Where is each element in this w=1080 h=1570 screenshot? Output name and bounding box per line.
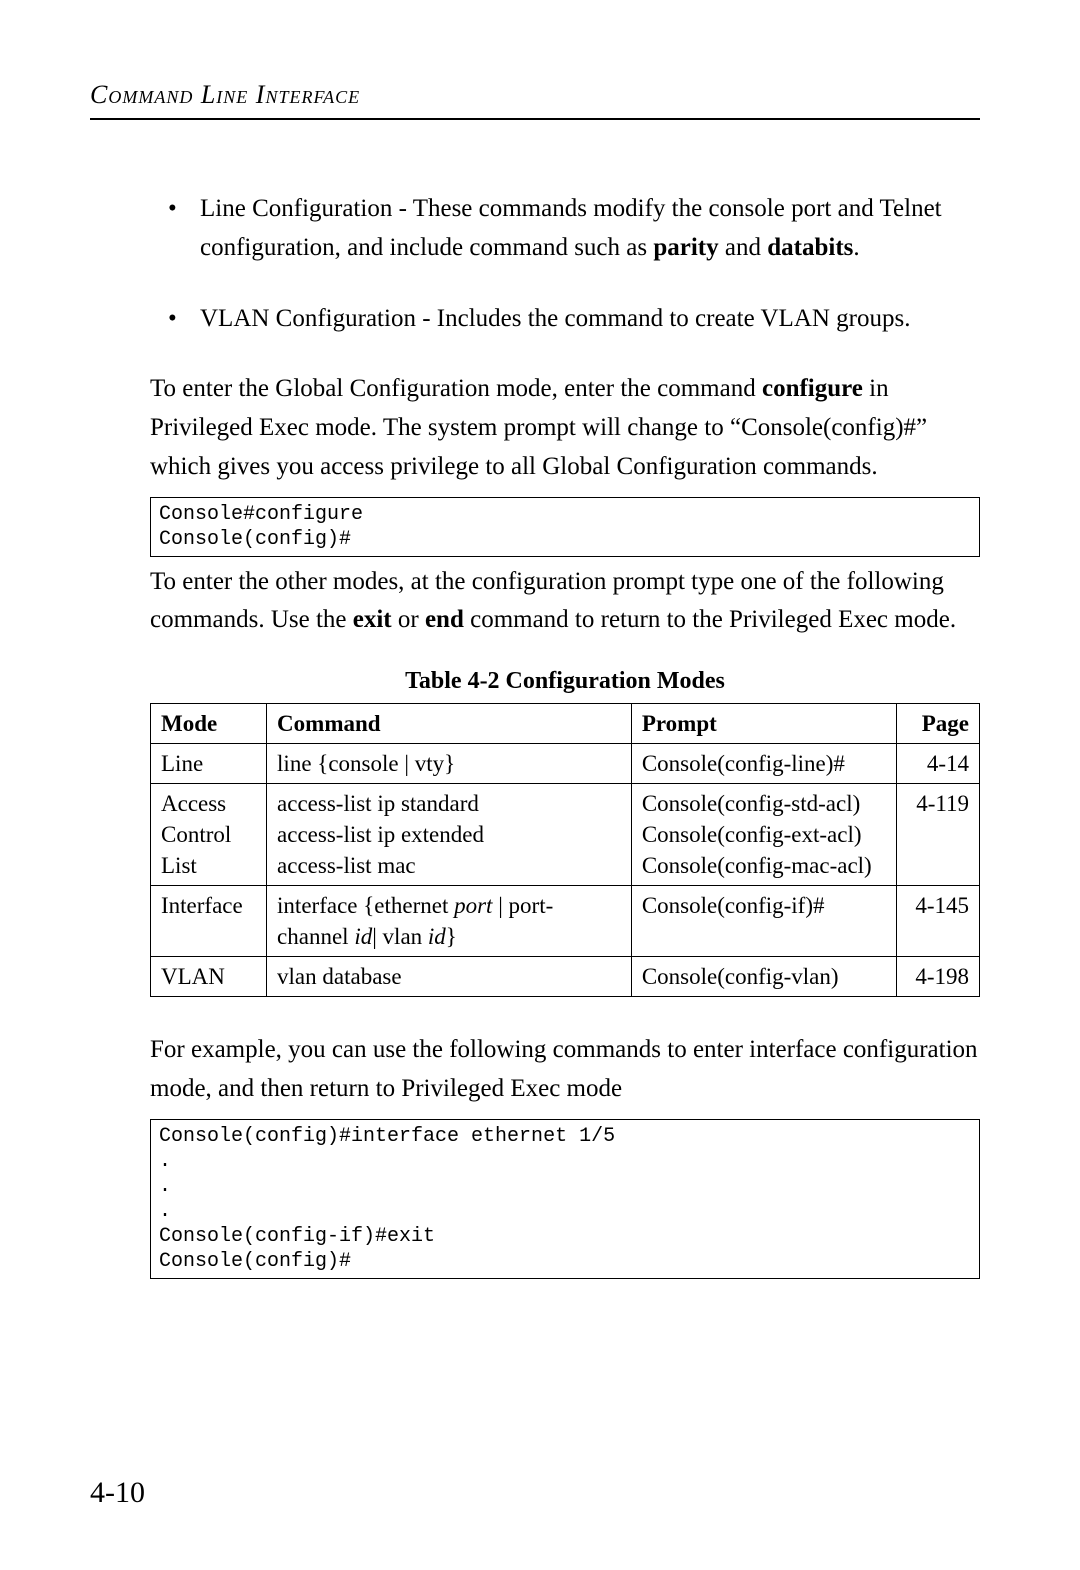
bullet-text: - Includes the command to create VLAN gr… <box>416 305 911 332</box>
bullet-label: VLAN Configuration <box>200 305 416 332</box>
th-command: Command <box>267 704 632 744</box>
config-modes-table: Mode Command Prompt Page Line line {cons… <box>150 703 980 997</box>
cmd-italic: port <box>454 893 492 918</box>
cell-command: vlan database <box>267 957 632 997</box>
cell-command: access-list ip standardaccess-list ip ex… <box>267 784 632 886</box>
bullet-label: Line Configuration <box>200 195 392 222</box>
th-page: Page <box>897 704 980 744</box>
table-caption: Table 4-2 Configuration Modes <box>150 668 980 695</box>
cell-prompt: Console(config-std-acl)Console(config-ex… <box>631 784 896 886</box>
para-bold: end <box>425 606 464 633</box>
th-mode: Mode <box>151 704 267 744</box>
cmd-part: | vlan <box>372 924 428 949</box>
cmd-part: interface {ethernet <box>277 893 454 918</box>
para-text: To enter the Global Configuration mode, … <box>150 375 762 402</box>
cmd-part: } <box>446 924 457 949</box>
table-row: Access Control List access-list ip stand… <box>151 784 980 886</box>
cell-command: interface {ethernet port | port-channel … <box>267 886 632 957</box>
table-row: Line line {console | vty} Console(config… <box>151 744 980 784</box>
page-header: Command Line Interface <box>90 80 980 120</box>
cell-page: 4-145 <box>897 886 980 957</box>
table-header-row: Mode Command Prompt Page <box>151 704 980 744</box>
para-bold: configure <box>762 375 863 402</box>
para-text: or <box>392 606 425 633</box>
cmd-italic: id <box>354 924 372 949</box>
bullet-item-line-config: Line Configuration - These commands modi… <box>150 190 980 268</box>
bullet-list: Line Configuration - These commands modi… <box>150 190 980 338</box>
cell-mode: Line <box>151 744 267 784</box>
para-bold: exit <box>353 606 392 633</box>
para-text: command to return to the Privileged Exec… <box>464 606 956 633</box>
table-row: Interface interface {ethernet port | por… <box>151 886 980 957</box>
table-row: VLAN vlan database Console(config-vlan) … <box>151 957 980 997</box>
paragraph-example: For example, you can use the following c… <box>150 1031 980 1109</box>
cell-prompt: Console(config-vlan) <box>631 957 896 997</box>
bullet-mid: and <box>719 234 768 261</box>
code-block-configure: Console#configure Console(config)# <box>150 497 980 557</box>
paragraph-other-modes: To enter the other modes, at the configu… <box>150 563 980 641</box>
cell-prompt: Console(config-if)# <box>631 886 896 957</box>
cell-mode: VLAN <box>151 957 267 997</box>
cell-mode: Access Control List <box>151 784 267 886</box>
code-block-interface: Console(config)#interface ethernet 1/5 .… <box>150 1119 980 1279</box>
main-content: Line Configuration - These commands modi… <box>150 190 980 1279</box>
bullet-bold: parity <box>653 234 718 261</box>
paragraph-enter-global: To enter the Global Configuration mode, … <box>150 370 980 486</box>
cell-prompt: Console(config-line)# <box>631 744 896 784</box>
cmd-italic: id <box>428 924 446 949</box>
bullet-bold: databits <box>767 234 853 261</box>
cell-mode: Interface <box>151 886 267 957</box>
th-prompt: Prompt <box>631 704 896 744</box>
cell-page: 4-198 <box>897 957 980 997</box>
cell-page: 4-119 <box>897 784 980 886</box>
page-number: 4-10 <box>90 1476 145 1510</box>
cell-command: line {console | vty} <box>267 744 632 784</box>
cell-page: 4-14 <box>897 744 980 784</box>
bullet-item-vlan-config: VLAN Configuration - Includes the comman… <box>150 300 980 339</box>
bullet-after: . <box>853 234 859 261</box>
